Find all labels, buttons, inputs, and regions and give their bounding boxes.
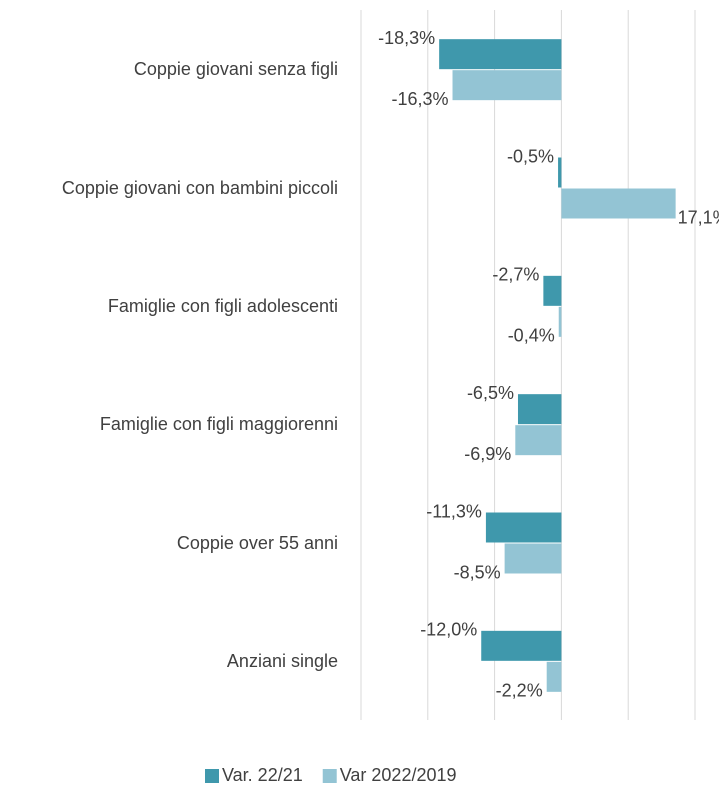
y-tick-label: Famiglie con figli adolescenti	[107, 295, 338, 316]
data-label: -0,4%	[508, 326, 555, 346]
data-label: -0,5%	[507, 146, 554, 166]
data-label: -6,9%	[464, 444, 511, 464]
data-label: -18,3%	[378, 28, 435, 48]
legend-swatch	[322, 769, 337, 783]
bar	[515, 425, 562, 456]
bar	[485, 512, 562, 543]
legend-label: Var 2022/2019	[340, 765, 457, 785]
bar	[481, 630, 562, 661]
bar	[452, 70, 562, 101]
y-tick-label: Coppie giovani senza figli	[133, 59, 338, 80]
bar	[558, 157, 562, 188]
data-label: -12,0%	[420, 620, 477, 640]
y-tick-label: Anziani single	[226, 650, 338, 671]
bar	[561, 188, 676, 219]
data-label: -8,5%	[454, 562, 501, 582]
legend-swatch	[205, 769, 219, 783]
legend-label: Var. 22/21	[222, 765, 303, 785]
y-tick-label: Coppie giovani con bambini piccoli	[61, 177, 338, 198]
data-label: -6,5%	[467, 383, 514, 403]
bar	[546, 661, 562, 692]
data-label: -2,2%	[496, 681, 543, 701]
bar	[439, 39, 562, 70]
data-label: -2,7%	[492, 265, 539, 285]
data-label: -16,3%	[391, 89, 448, 109]
data-label: 17,1%	[678, 207, 719, 227]
y-tick-label: Famiglie con figli maggiorenni	[99, 414, 338, 435]
bar	[517, 394, 562, 425]
y-tick-label: Coppie over 55 anni	[176, 532, 338, 553]
bar	[543, 275, 562, 306]
data-label: -11,3%	[426, 501, 482, 521]
bar	[504, 543, 562, 574]
bar	[558, 306, 562, 337]
